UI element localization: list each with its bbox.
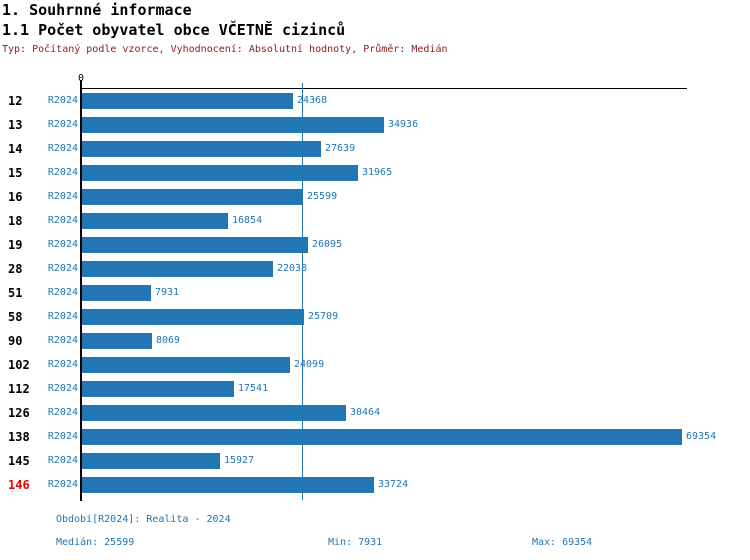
row-bar <box>82 189 303 205</box>
row-category-label: 18 <box>8 214 23 228</box>
row-bar <box>82 285 151 301</box>
row-series-label: R2024 <box>47 455 78 466</box>
chart-median-gridline <box>302 83 303 500</box>
chart-row: 15 R2024 31965 <box>0 165 750 181</box>
chart-y-axis-line <box>80 80 82 501</box>
row-series-label: R2024 <box>47 407 78 418</box>
row-category-label: 14 <box>8 142 23 156</box>
row-value-label: 30464 <box>350 407 381 418</box>
chart-row: 146 R2024 33724 <box>0 477 750 493</box>
row-series-label: R2024 <box>47 215 78 226</box>
row-bar <box>82 333 152 349</box>
row-bar <box>82 117 384 133</box>
row-value-label: 16854 <box>232 215 263 226</box>
row-category-label: 138 <box>8 430 30 444</box>
chart-row: 13 R2024 34936 <box>0 117 750 133</box>
row-bar <box>82 453 220 469</box>
row-category-label: 90 <box>8 334 23 348</box>
chart-row: 58 R2024 25709 <box>0 309 750 325</box>
chart-row: 145 R2024 15927 <box>0 453 750 469</box>
row-series-label: R2024 <box>47 335 78 346</box>
row-bar <box>82 357 290 373</box>
page-title: 1. Souhrnné informace <box>2 1 192 19</box>
chart-row: 51 R2024 7931 <box>0 285 750 301</box>
row-value-label: 17541 <box>238 383 269 394</box>
row-value-label: 25709 <box>308 311 339 322</box>
chart-row: 16 R2024 25599 <box>0 189 750 205</box>
row-bar <box>82 381 234 397</box>
chart-row: 126 R2024 30464 <box>0 405 750 421</box>
footer-period: Období[R2024]: Realita - 2024 <box>56 514 231 525</box>
row-bar <box>82 405 346 421</box>
row-series-label: R2024 <box>47 263 78 274</box>
row-value-label: 27639 <box>325 143 356 154</box>
chart-row: 138 R2024 69354 <box>0 429 750 445</box>
row-value-label: 22038 <box>277 263 308 274</box>
row-series-label: R2024 <box>47 311 78 322</box>
section-subtitle: 1.1 Počet obyvatel obce VČETNĚ cizinců <box>2 21 346 39</box>
row-value-label: 7931 <box>155 287 180 298</box>
row-category-label: 145 <box>8 454 30 468</box>
row-bar <box>82 141 321 157</box>
row-value-label: 15927 <box>224 455 255 466</box>
row-bar <box>82 309 304 325</box>
row-category-label: 146 <box>8 478 30 492</box>
chart-row: 112 R2024 17541 <box>0 381 750 397</box>
row-category-label: 16 <box>8 190 23 204</box>
chart-row: 12 R2024 24368 <box>0 93 750 109</box>
row-value-label: 33724 <box>378 479 409 490</box>
row-series-label: R2024 <box>47 95 78 106</box>
row-bar <box>82 93 293 109</box>
row-bar <box>82 429 682 445</box>
row-category-label: 58 <box>8 310 23 324</box>
footer-median: Medián: 25599 <box>56 537 135 548</box>
row-category-label: 126 <box>8 406 30 420</box>
row-value-label: 26095 <box>312 239 343 250</box>
chart-row: 18 R2024 16854 <box>0 213 750 229</box>
row-bar <box>82 477 374 493</box>
row-series-label: R2024 <box>47 191 78 202</box>
row-series-label: R2024 <box>47 287 78 298</box>
row-category-label: 28 <box>8 262 23 276</box>
chart-row: 90 R2024 8069 <box>0 333 750 349</box>
row-series-label: R2024 <box>47 479 78 490</box>
chart-row: 102 R2024 24099 <box>0 357 750 373</box>
row-series-label: R2024 <box>47 359 78 370</box>
row-category-label: 51 <box>8 286 23 300</box>
chart-row: 19 R2024 26095 <box>0 237 750 253</box>
row-series-label: R2024 <box>47 383 78 394</box>
row-value-label: 24368 <box>297 95 328 106</box>
axis-zero-label: 0 <box>77 73 85 84</box>
row-value-label: 8069 <box>156 335 181 346</box>
row-bar <box>82 165 358 181</box>
row-category-label: 13 <box>8 118 23 132</box>
row-value-label: 69354 <box>686 431 717 442</box>
row-value-label: 25599 <box>307 191 338 202</box>
row-series-label: R2024 <box>47 239 78 250</box>
chart-top-axis-line <box>81 88 687 89</box>
row-bar <box>82 237 308 253</box>
row-value-label: 34936 <box>388 119 419 130</box>
chart-row: 28 R2024 22038 <box>0 261 750 277</box>
chart-row: 14 R2024 27639 <box>0 141 750 157</box>
row-category-label: 102 <box>8 358 30 372</box>
row-series-label: R2024 <box>47 431 78 442</box>
footer-max: Max: 69354 <box>532 537 593 548</box>
row-value-label: 24099 <box>294 359 325 370</box>
row-category-label: 112 <box>8 382 30 396</box>
row-series-label: R2024 <box>47 143 78 154</box>
row-category-label: 12 <box>8 94 23 108</box>
row-series-label: R2024 <box>47 167 78 178</box>
row-category-label: 15 <box>8 166 23 180</box>
chart-meta-description: Typ: Počítaný podle vzorce, Vyhodnocení:… <box>2 44 448 55</box>
row-bar <box>82 213 228 229</box>
row-value-label: 31965 <box>362 167 393 178</box>
footer-min: Min: 7931 <box>328 537 383 548</box>
row-series-label: R2024 <box>47 119 78 130</box>
row-category-label: 19 <box>8 238 23 252</box>
row-bar <box>82 261 273 277</box>
